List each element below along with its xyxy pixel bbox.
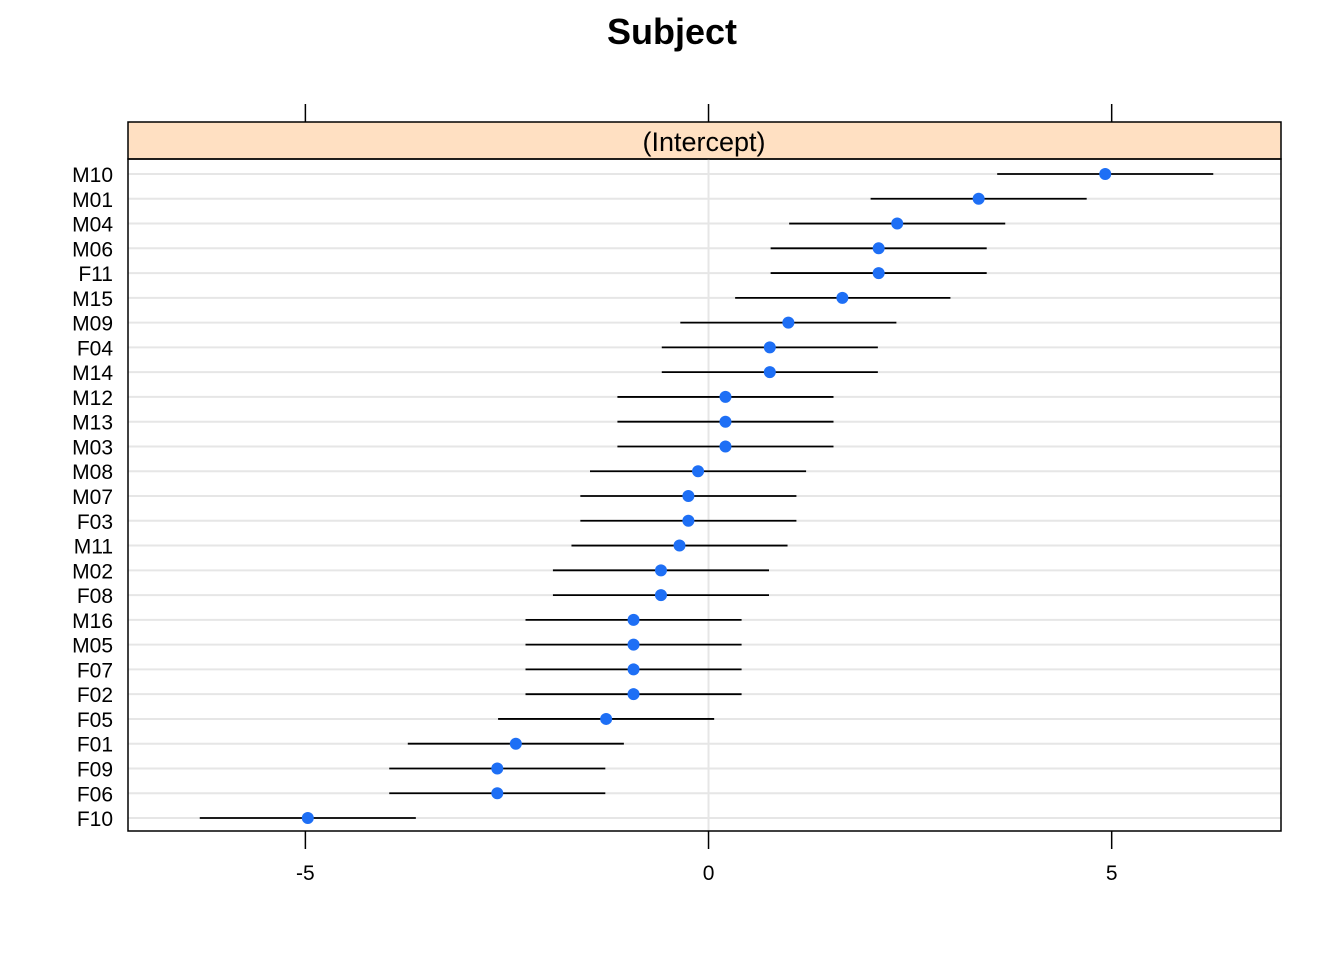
y-tick-label: F03	[77, 511, 113, 534]
y-tick-label: M08	[72, 461, 113, 484]
y-tick-label: M12	[72, 387, 113, 410]
estimate-points	[301, 168, 1112, 825]
y-tick-label: M15	[72, 288, 113, 311]
y-tick-label: M09	[72, 313, 113, 336]
estimate-point	[627, 663, 640, 676]
x-tick-label: 5	[1106, 862, 1118, 885]
estimate-point	[719, 415, 732, 428]
estimate-point	[491, 787, 504, 800]
estimate-point	[872, 267, 885, 280]
y-tick-label: F11	[78, 263, 113, 286]
y-tick-label: M13	[72, 412, 113, 435]
y-tick-label: F01	[77, 734, 113, 757]
y-tick-label: F08	[77, 585, 113, 608]
y-tick-label: M03	[72, 436, 113, 459]
estimate-point	[654, 564, 667, 577]
estimate-point	[763, 341, 776, 354]
estimate-point	[600, 712, 613, 725]
y-tick-label: F04	[77, 337, 114, 360]
estimate-point	[719, 440, 732, 453]
y-tick-label: F02	[77, 684, 113, 707]
estimate-point	[673, 539, 686, 552]
estimate-point	[782, 316, 795, 329]
strip-label: (Intercept)	[642, 127, 765, 157]
y-tick-label: M04	[72, 214, 113, 237]
y-tick-label: F10	[77, 808, 113, 831]
estimate-point	[654, 589, 667, 602]
y-tick-label: M01	[72, 189, 113, 212]
y-tick-label: M05	[72, 635, 113, 658]
estimate-point	[872, 242, 885, 255]
y-tick-label: M06	[72, 238, 113, 261]
estimate-point	[719, 390, 732, 403]
y-tick-label: M07	[72, 486, 113, 509]
estimate-point	[627, 613, 640, 626]
y-tick-label: M10	[72, 164, 113, 187]
y-tick-label: M14	[72, 362, 113, 385]
y-tick-label: F09	[77, 758, 113, 781]
y-tick-label: M16	[72, 610, 113, 633]
x-axis-tick-labels: -5 0 5	[296, 862, 1117, 885]
estimate-point	[1099, 168, 1112, 180]
estimate-point	[627, 688, 640, 701]
estimate-point	[627, 638, 640, 651]
estimate-point	[682, 490, 695, 503]
estimate-point	[682, 514, 695, 527]
chart-title: Subject	[607, 11, 737, 52]
y-tick-label: M02	[72, 560, 113, 583]
estimate-point	[301, 812, 314, 825]
estimate-point	[763, 366, 776, 379]
y-tick-label: F05	[77, 709, 113, 732]
x-tick-label: 0	[703, 862, 715, 885]
estimate-point	[891, 217, 904, 230]
strip-header	[127, 121, 1282, 160]
y-tick-label: F07	[77, 659, 113, 682]
estimate-point	[692, 465, 705, 478]
panel-frame	[127, 158, 1282, 832]
y-axis-labels: M10M01M04M06F11M15M09F04M14M12M13M03M08M…	[72, 164, 113, 831]
bottom-axis-ticks	[304, 831, 1113, 849]
estimate-point	[836, 291, 849, 304]
estimate-point	[972, 192, 985, 205]
y-tick-label: M11	[74, 536, 113, 559]
x-tick-label: -5	[296, 862, 315, 885]
estimate-point	[509, 737, 522, 750]
top-axis-ticks	[304, 104, 1113, 122]
y-tick-label: F06	[77, 783, 113, 806]
estimate-point	[491, 762, 504, 775]
